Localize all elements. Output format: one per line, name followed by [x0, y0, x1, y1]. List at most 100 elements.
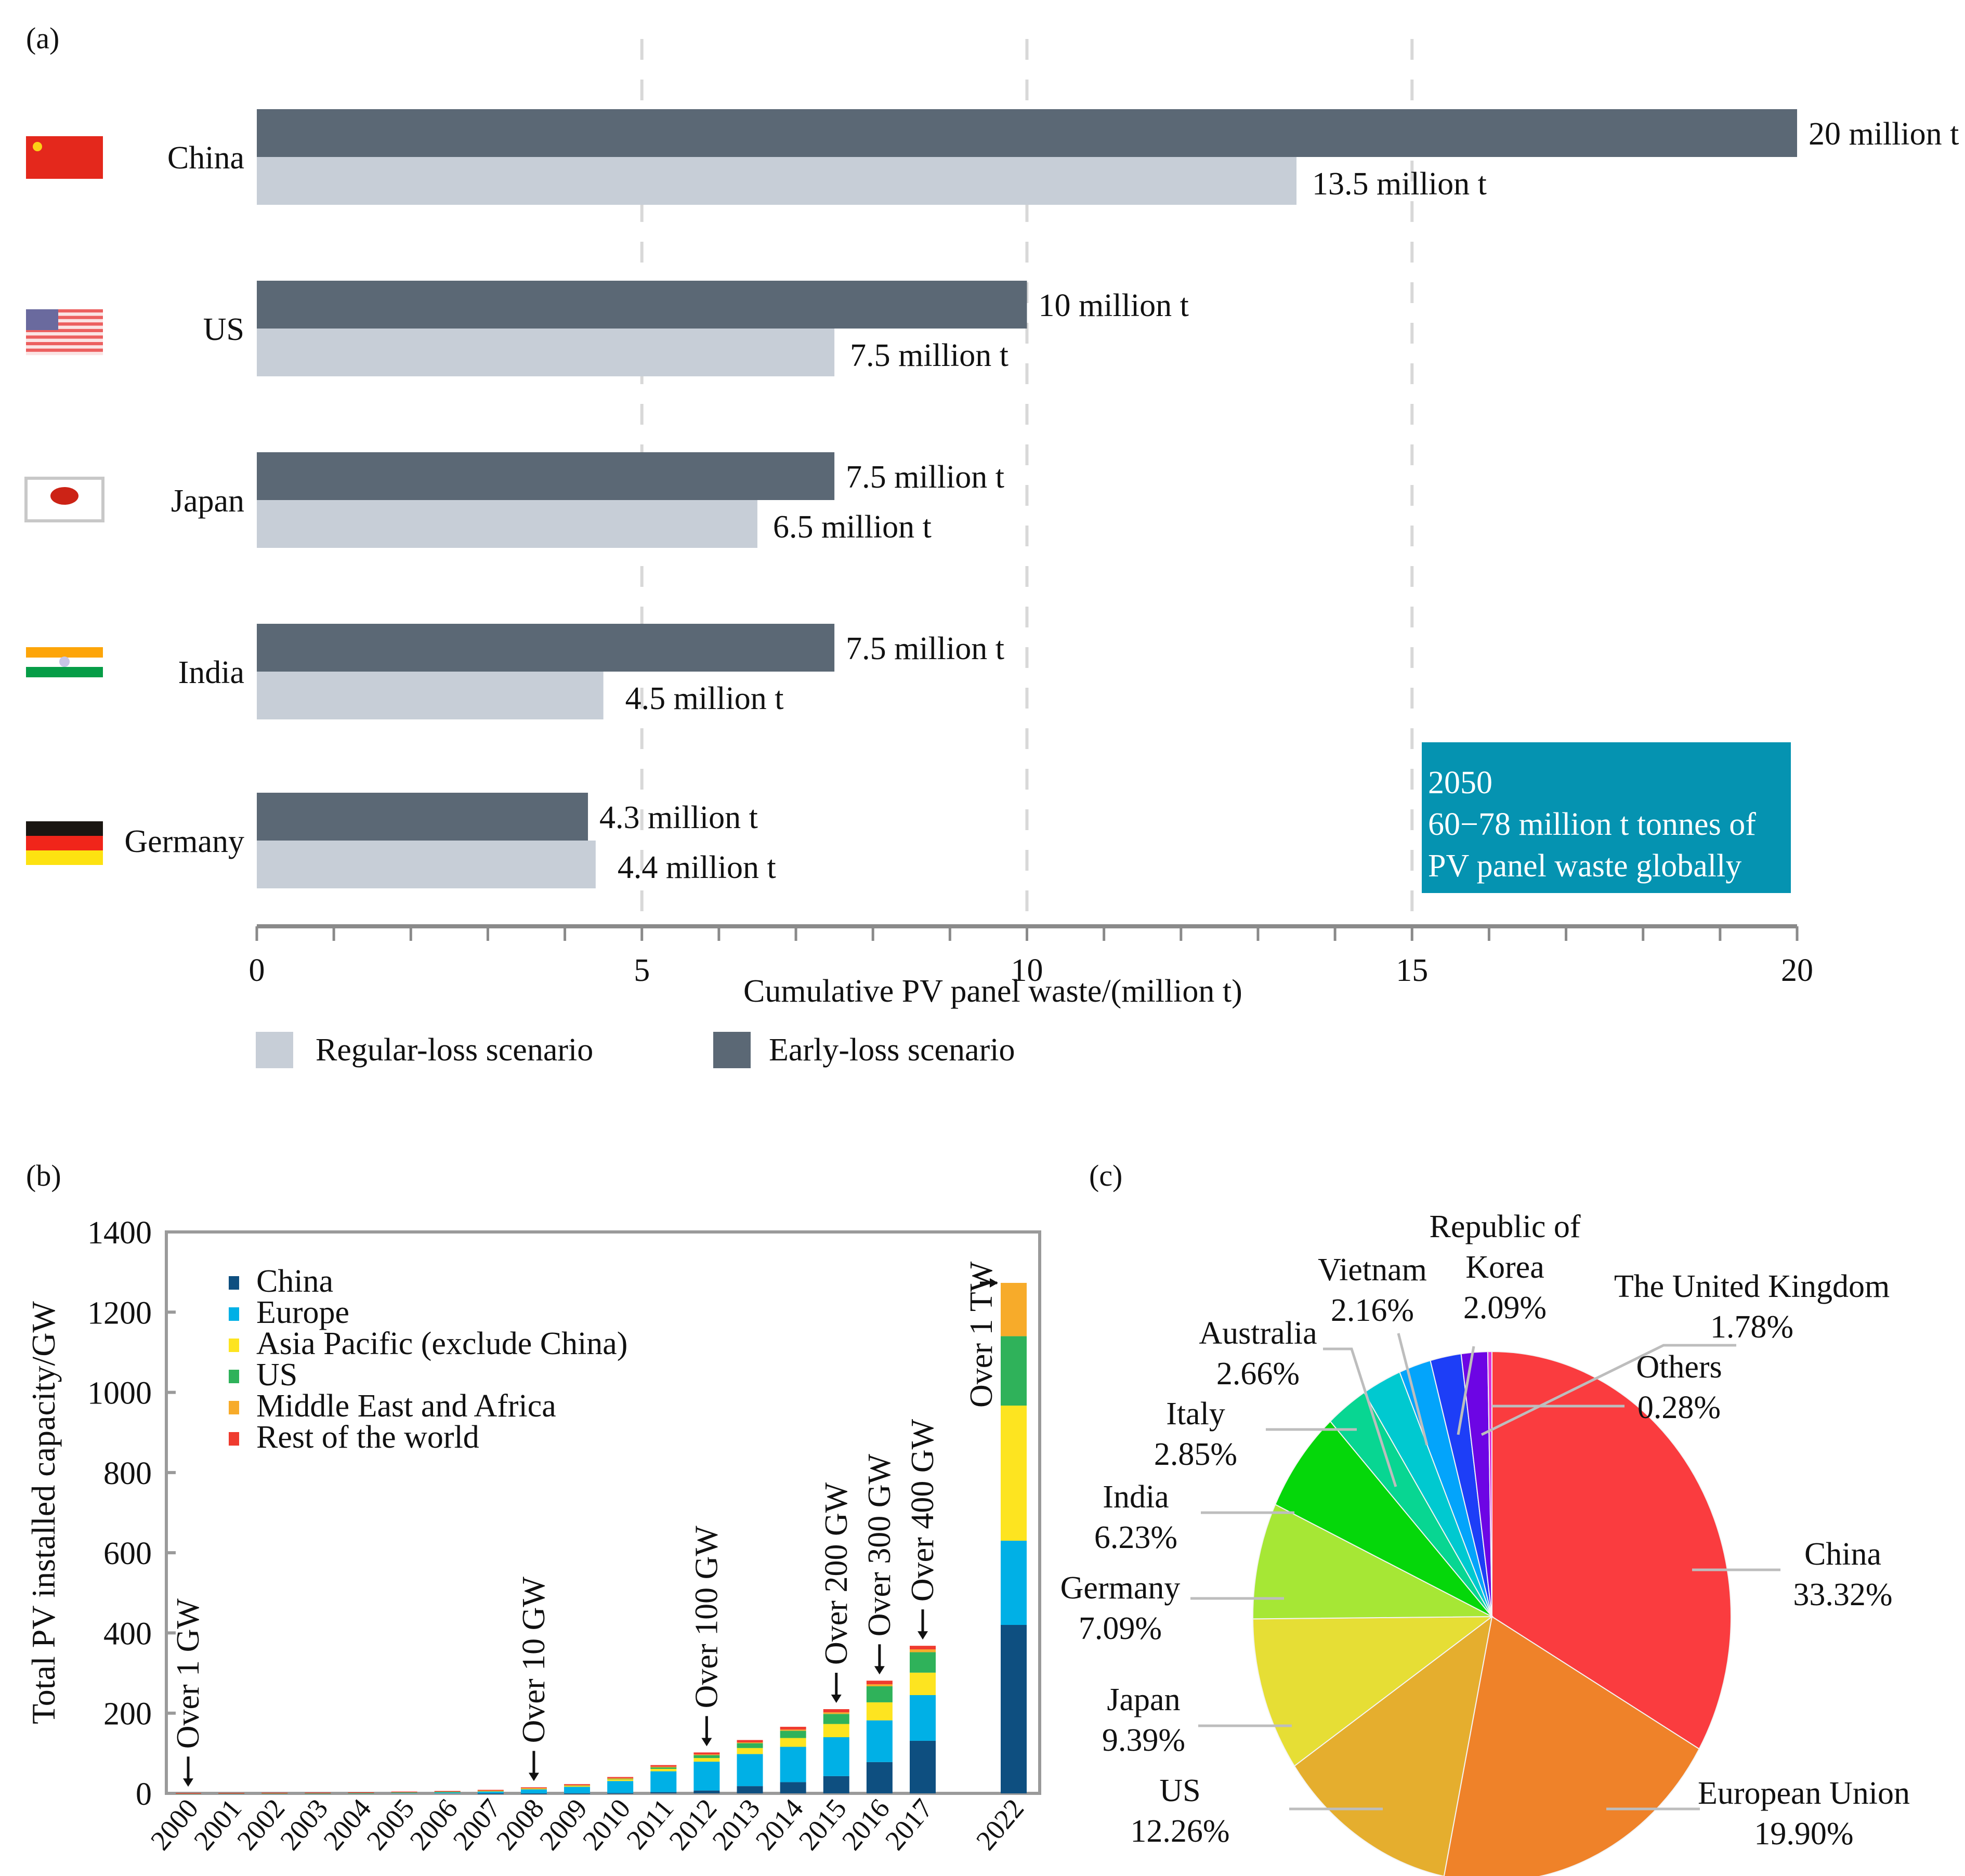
flag-japan-disc-icon: [50, 487, 78, 505]
x-tick-label-5: 5: [634, 953, 650, 988]
bar-segment-2017-middle-east-and-africa: [910, 1649, 936, 1652]
bar-segment-2013-asia-pacific-exclude-china-: [737, 1748, 763, 1754]
pie-value-japan: 9.39%: [1102, 1723, 1185, 1758]
bar-segment-2007-rest-of-the-world: [477, 1790, 504, 1791]
x-tick-label-2012: 2012: [663, 1793, 723, 1856]
bar-segment-2011-china: [650, 1792, 677, 1793]
bar-segment-2022-china: [1001, 1625, 1027, 1793]
legend-swatch-asia-pacific-exclude-china-: [229, 1339, 239, 1352]
bar-segment-2010-rest-of-the-world: [607, 1777, 634, 1778]
annotation-over-300-gw: Over 300 GW: [862, 1454, 897, 1637]
callout-line2: 60−78 million t tonnes of: [1428, 807, 1756, 842]
flag-us-icon: [26, 309, 103, 356]
callout-2050: 2050 60−78 million t tonnes of PV panel …: [1422, 742, 1791, 893]
bar-segment-2016-asia-pacific-exclude-china-: [866, 1702, 893, 1721]
category-label-china: China: [167, 140, 244, 176]
pie-label-others: Others: [1636, 1349, 1722, 1385]
label-regular-japan: 6.5 million t: [773, 509, 932, 545]
legend-label-middle-east-and-africa: Middle East and Africa: [256, 1388, 556, 1424]
y-axis-title-b: Total PV installed capacity/GW: [25, 1301, 62, 1724]
bar-segment-2006-us: [434, 1791, 461, 1792]
label-regular-germany: 4.4 million t: [618, 850, 776, 885]
bar-segment-2006-europe: [434, 1792, 461, 1793]
panel-label-b: (b): [26, 1159, 61, 1192]
bar-segment-2013-europe: [737, 1754, 763, 1787]
pie-value-the-united-kingdom: 1.78%: [1710, 1309, 1793, 1345]
x-tick-label-2013: 2013: [706, 1793, 766, 1856]
bar-segment-2022-middle-east-and-africa: [1001, 1282, 1027, 1336]
pie-value-vietnam: 2.16%: [1331, 1293, 1414, 1328]
bar-segment-2005-us: [391, 1792, 417, 1793]
flag-germany-red-band: [26, 836, 103, 850]
bar-segment-2005-rest-of-the-world: [391, 1791, 417, 1793]
callout-line1: 2050: [1428, 765, 1492, 801]
x-tick-label-2001: 2001: [188, 1793, 247, 1856]
chart-a: 20 million t 13.5 million t China 10 millio…: [24, 39, 1959, 988]
bar-segment-2010-europe: [607, 1781, 634, 1793]
y-tick-label-1400: 1400: [87, 1215, 152, 1251]
annotation-over-10-gw: Over 10 GW: [516, 1577, 552, 1743]
bar-early-us: [257, 281, 1027, 329]
flag-us-stripe: [26, 309, 103, 313]
legend-swatch-europe: [229, 1307, 239, 1321]
arrowhead-over-10-gw-icon: [528, 1773, 539, 1781]
pie-label-japan: Japan: [1107, 1682, 1180, 1717]
flag-india-chakra-icon: [59, 657, 70, 667]
bar-segment-2014-europe: [780, 1747, 806, 1782]
bar-segment-2001-rest-of-the-world: [218, 1793, 245, 1794]
x-tick-label-2004: 2004: [317, 1793, 377, 1856]
bar-segment-2016-us: [866, 1686, 893, 1702]
bar-segment-2007-china: [477, 1793, 504, 1794]
bar-regular-us: [257, 329, 835, 376]
arrowhead-over-300-gw-icon: [874, 1666, 885, 1675]
pie-slice-japan: [1252, 1616, 1494, 1767]
flag-us-stripe-white: [26, 345, 103, 349]
x-tick-label-2007: 2007: [447, 1793, 507, 1856]
bar-segment-2010-asia-pacific-exclude-china-: [607, 1779, 634, 1781]
pie-label-republic-of-korea: Korea: [1465, 1250, 1544, 1285]
x-tick-label-2002: 2002: [231, 1793, 291, 1856]
pie-label-the-united-kingdom: The United Kingdom: [1614, 1269, 1890, 1304]
x-tick-label-2006: 2006: [404, 1793, 464, 1856]
arrowhead-over-1-tw-icon: [990, 1278, 998, 1288]
pie-slice-others: [1487, 1350, 1492, 1617]
annotation-over-200-gw: Over 200 GW: [819, 1482, 854, 1665]
legend-swatch-middle-east-and-africa: [229, 1401, 239, 1414]
bar-segment-2022-europe: [1001, 1541, 1027, 1625]
bar-segment-2013-rest-of-the-world: [737, 1740, 763, 1743]
legend-label-china: China: [256, 1264, 333, 1299]
legend-swatch-china: [229, 1276, 239, 1290]
legend-swatch-rest-of-the-world: [229, 1432, 239, 1446]
bar-segment-2012-middle-east-and-africa: [693, 1754, 720, 1755]
bar-segment-2006-rest-of-the-world: [434, 1791, 461, 1792]
bar-segment-2013-china: [737, 1786, 763, 1793]
arrowhead-over-200-gw-icon: [831, 1695, 842, 1703]
bar-segment-2008-europe: [520, 1789, 547, 1793]
bar-segment-2014-rest-of-the-world: [780, 1726, 806, 1730]
pie-value-germany: 7.09%: [1079, 1611, 1162, 1646]
flag-us-stripe-white: [26, 351, 103, 356]
pie-value-others: 0.28%: [1638, 1390, 1721, 1425]
flag-china-star-icon: [33, 142, 42, 151]
bar-segment-2015-us: [823, 1714, 849, 1724]
bar-segment-2009-rest-of-the-world: [564, 1784, 591, 1786]
bar-segment-2022-asia-pacific-exclude-china-: [1001, 1406, 1027, 1541]
bar-segment-2011-rest-of-the-world: [650, 1765, 677, 1767]
callout-line3: PV panel waste globally: [1428, 848, 1742, 884]
pie-slice-european-union: [1443, 1616, 1700, 1876]
bar-segment-2014-china: [780, 1782, 806, 1793]
bar-segment-2013-middle-east-and-africa: [737, 1742, 763, 1743]
bar-early-germany: [257, 793, 588, 841]
flag-us-stripe: [26, 348, 103, 352]
x-tick-label-20: 20: [1781, 953, 1813, 988]
leader-line-republic-of-korea: [1457, 1346, 1475, 1435]
bar-segment-2017-us: [910, 1652, 936, 1673]
flag-us-stripe: [26, 335, 103, 339]
panel-label-c: (c): [1089, 1159, 1123, 1192]
flag-us-stripe: [26, 342, 103, 346]
legend-swatch-regular: [256, 1032, 293, 1068]
plot-frame-b: [165, 1230, 1041, 1795]
pie-label-italy: Italy: [1166, 1396, 1225, 1432]
bar-segment-2007-europe: [477, 1791, 504, 1793]
legend-label-rest-of-the-world: Rest of the world: [256, 1420, 479, 1455]
